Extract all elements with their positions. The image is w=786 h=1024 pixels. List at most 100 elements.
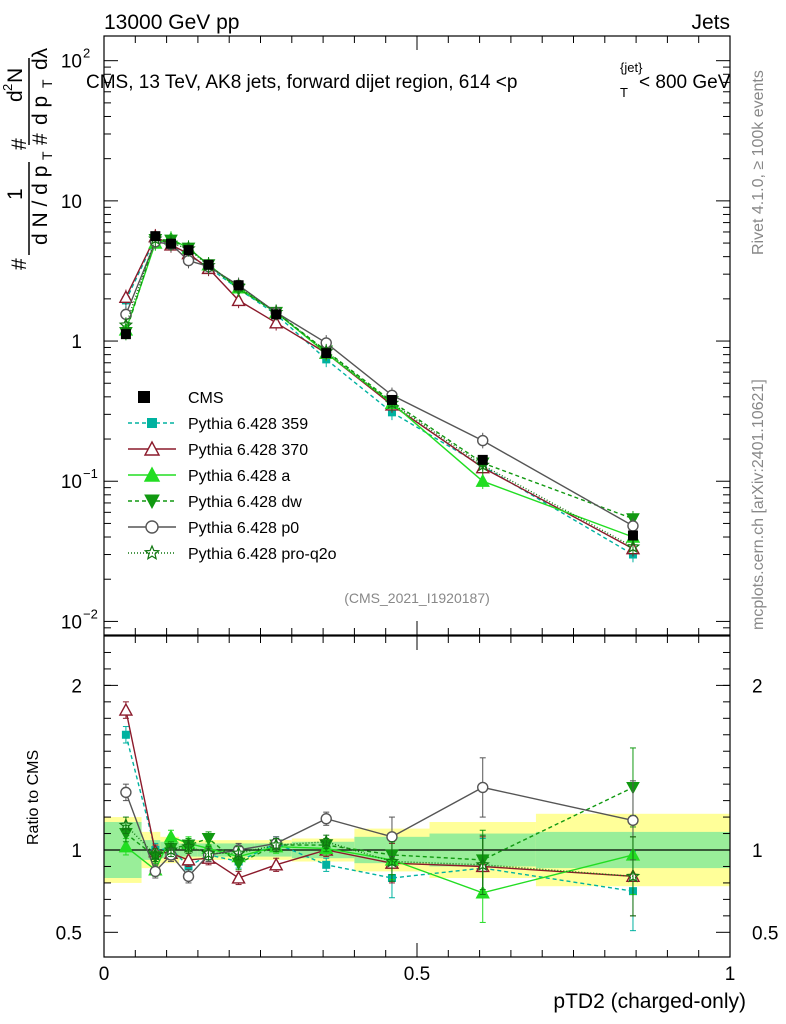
cms-data-point — [183, 245, 194, 256]
legend-marker-pythia-6-428-pro-q2o — [143, 544, 161, 560]
series-point-pythia-6-428-370 — [268, 315, 284, 329]
ratio-point-pythia-6-428-p0 — [477, 781, 489, 794]
legend-item-pythia-6-428-p0: Pythia 6.428 p0 — [128, 520, 299, 537]
chart-title: CMS, 13 TeV, AK8 jets, forward dijet reg… — [86, 60, 731, 100]
ratio-point-pythia-6-428-370 — [181, 852, 196, 866]
legend-item-pythia-6-428-pro-q2o: Pythia 6.428 pro-q2o — [128, 544, 337, 563]
legend-marker-pythia-6-428-359 — [147, 418, 157, 428]
title-main: CMS, 13 TeV, AK8 jets, forward dijet reg… — [86, 72, 517, 93]
ratio-tick-label-right: 2 — [752, 676, 763, 697]
ratio-point-pythia-6-428-359 — [322, 860, 331, 869]
cms-data-point — [120, 329, 131, 340]
ratio-point-pythia-6-428-pro-q2o — [475, 857, 490, 871]
analysis-label: (CMS_2021_I1920187) — [344, 590, 490, 606]
x-axis-label: pTD2 (charged-only) — [553, 990, 746, 1013]
ylabel-denominator-dn: d N / d p — [29, 166, 52, 245]
ratio-point-pythia-6-428-pro-q2o — [118, 817, 134, 832]
cms-data-point — [627, 530, 638, 541]
series-line-pythia-6-428-pro-q2o — [125, 238, 634, 548]
series-point-pythia-6-428-pro-q2o — [625, 539, 641, 554]
x-tick-label: 0.5 — [404, 964, 430, 985]
cms-data-point — [203, 259, 214, 270]
ratio-point-pythia-6-428-pro-q2o — [318, 834, 334, 848]
ratio-point-pythia-6-428-pro-q2o — [231, 845, 246, 860]
legend-item-pythia-6-428-a: Pythia 6.428 a — [128, 466, 290, 485]
y-tick-label-exponent: 2 — [83, 46, 90, 61]
ratio-point-pythia-6-428-pro-q2o — [384, 853, 400, 868]
ratio-point-pythia-6-428-370 — [231, 870, 246, 884]
ratio-tick-label: 1 — [71, 841, 82, 862]
ratio-point-pythia-6-428-p0 — [149, 865, 162, 878]
mcplots-label: mcplots.cern.ch [arXiv:2401.10621] — [750, 379, 767, 630]
ratio-point-pythia-6-428-p0 — [120, 786, 132, 799]
ratio-point-pythia-6-428-pro-q2o — [181, 839, 196, 853]
ratio-point-pythia-6-428-a — [163, 829, 179, 843]
ratio-y-label: Ratio to CMS — [25, 750, 42, 845]
ratio-point-pythia-6-428-p0 — [627, 814, 639, 827]
y-tick-label-exponent: −2 — [83, 606, 98, 621]
ratio-tick-label: 0.5 — [56, 923, 82, 944]
ratio-tick-label: 2 — [71, 676, 82, 697]
ylabel-d2n-two: 2 — [0, 84, 15, 91]
ratio-point-pythia-6-428-p0 — [182, 870, 195, 883]
legend-item-pythia-6-428-dw: Pythia 6.428 dw — [128, 494, 302, 511]
series-line-pythia-6-428-a — [125, 238, 634, 538]
ratio-point-pythia-6-428-pro-q2o — [268, 837, 284, 852]
legend-item-pythia-6-428-359: Pythia 6.428 359 — [128, 416, 308, 433]
series-point-pythia-6-428-p0 — [477, 434, 489, 447]
ylabel-d2n-d: d — [4, 90, 27, 102]
ylabel-denominator-sub: T — [39, 151, 55, 160]
x-tick-label: 1 — [725, 964, 736, 985]
legend-label-cms: CMS — [188, 390, 224, 407]
ratio-point-pythia-6-428-a — [118, 839, 134, 853]
series-point-pythia-6-428-a — [475, 473, 490, 487]
ratio-point-pythia-6-428-p0 — [320, 813, 332, 825]
ratio-frame — [103, 635, 731, 958]
title-sup: {jet} — [620, 60, 643, 75]
title-sub: T — [620, 85, 628, 100]
legend-item-cms: CMS — [138, 390, 224, 407]
y-axis-label: # 1 d N / d p T # d 2 N # d p T dλ — [0, 47, 55, 270]
cms-data-point — [386, 394, 397, 405]
ylabel-hash-3: # — [29, 133, 52, 145]
ratio-tick-label-right: 0.5 — [752, 923, 778, 944]
legend-marker-pythia-6-428-dw — [144, 494, 160, 510]
legend-marker-pythia-6-428-p0 — [145, 520, 159, 534]
legend-item-pythia-6-428-370: Pythia 6.428 370 — [128, 440, 308, 459]
cms-data-point — [271, 309, 282, 320]
ratio-point-pythia-6-428-pro-q2o — [148, 847, 163, 862]
cms-data-point — [321, 348, 332, 359]
legend-label-pythia-6-428-359: Pythia 6.428 359 — [188, 416, 308, 433]
ratio-line-pythia-6-428-dw — [125, 786, 634, 865]
ratio-point-pythia-6-428-359 — [121, 730, 130, 739]
y-tick-label: 1 — [71, 332, 82, 353]
y-tick-label: 10 — [61, 192, 82, 213]
ylabel-numerator-one: 1 — [4, 188, 27, 200]
y-tick-label-exponent: −1 — [83, 466, 98, 481]
ratio-tick-label-right: 1 — [752, 841, 763, 862]
legend-label-pythia-6-428-p0: Pythia 6.428 p0 — [188, 520, 299, 537]
ratio-point-pythia-6-428-pro-q2o — [625, 868, 641, 883]
header-right: Jets — [691, 11, 730, 34]
ratio-point-pythia-6-428-370 — [268, 857, 284, 871]
series-point-pythia-6-428-370 — [231, 292, 246, 307]
y-tick-label: 10 — [61, 52, 82, 73]
x-tick-label: 0 — [99, 964, 110, 985]
title-tail: < 800 GeV — [639, 72, 731, 93]
cms-data-point — [150, 231, 161, 242]
ylabel-d2n-n: N — [4, 68, 27, 83]
ylabel-hash-2: # — [8, 138, 31, 150]
y-tick-label: 10 — [61, 472, 82, 493]
ylabel-hash-1: # — [8, 258, 31, 270]
y-tick-label: 10 — [61, 612, 82, 633]
series-point-pythia-6-428-p0 — [182, 254, 195, 267]
series-point-pythia-6-428-370 — [118, 289, 134, 304]
legend-marker-pythia-6-428-a — [143, 466, 161, 482]
ylabel-dp-sub: T — [39, 79, 55, 88]
ratio-point-pythia-6-428-pro-q2o — [201, 845, 216, 860]
legend-label-pythia-6-428-pro-q2o: Pythia 6.428 pro-q2o — [188, 546, 337, 563]
cms-data-point — [233, 280, 244, 291]
title-main-text: CMS, 13 TeV, AK8 jets, forward dijet reg… — [86, 72, 517, 93]
legend-marker-cms — [138, 391, 150, 403]
